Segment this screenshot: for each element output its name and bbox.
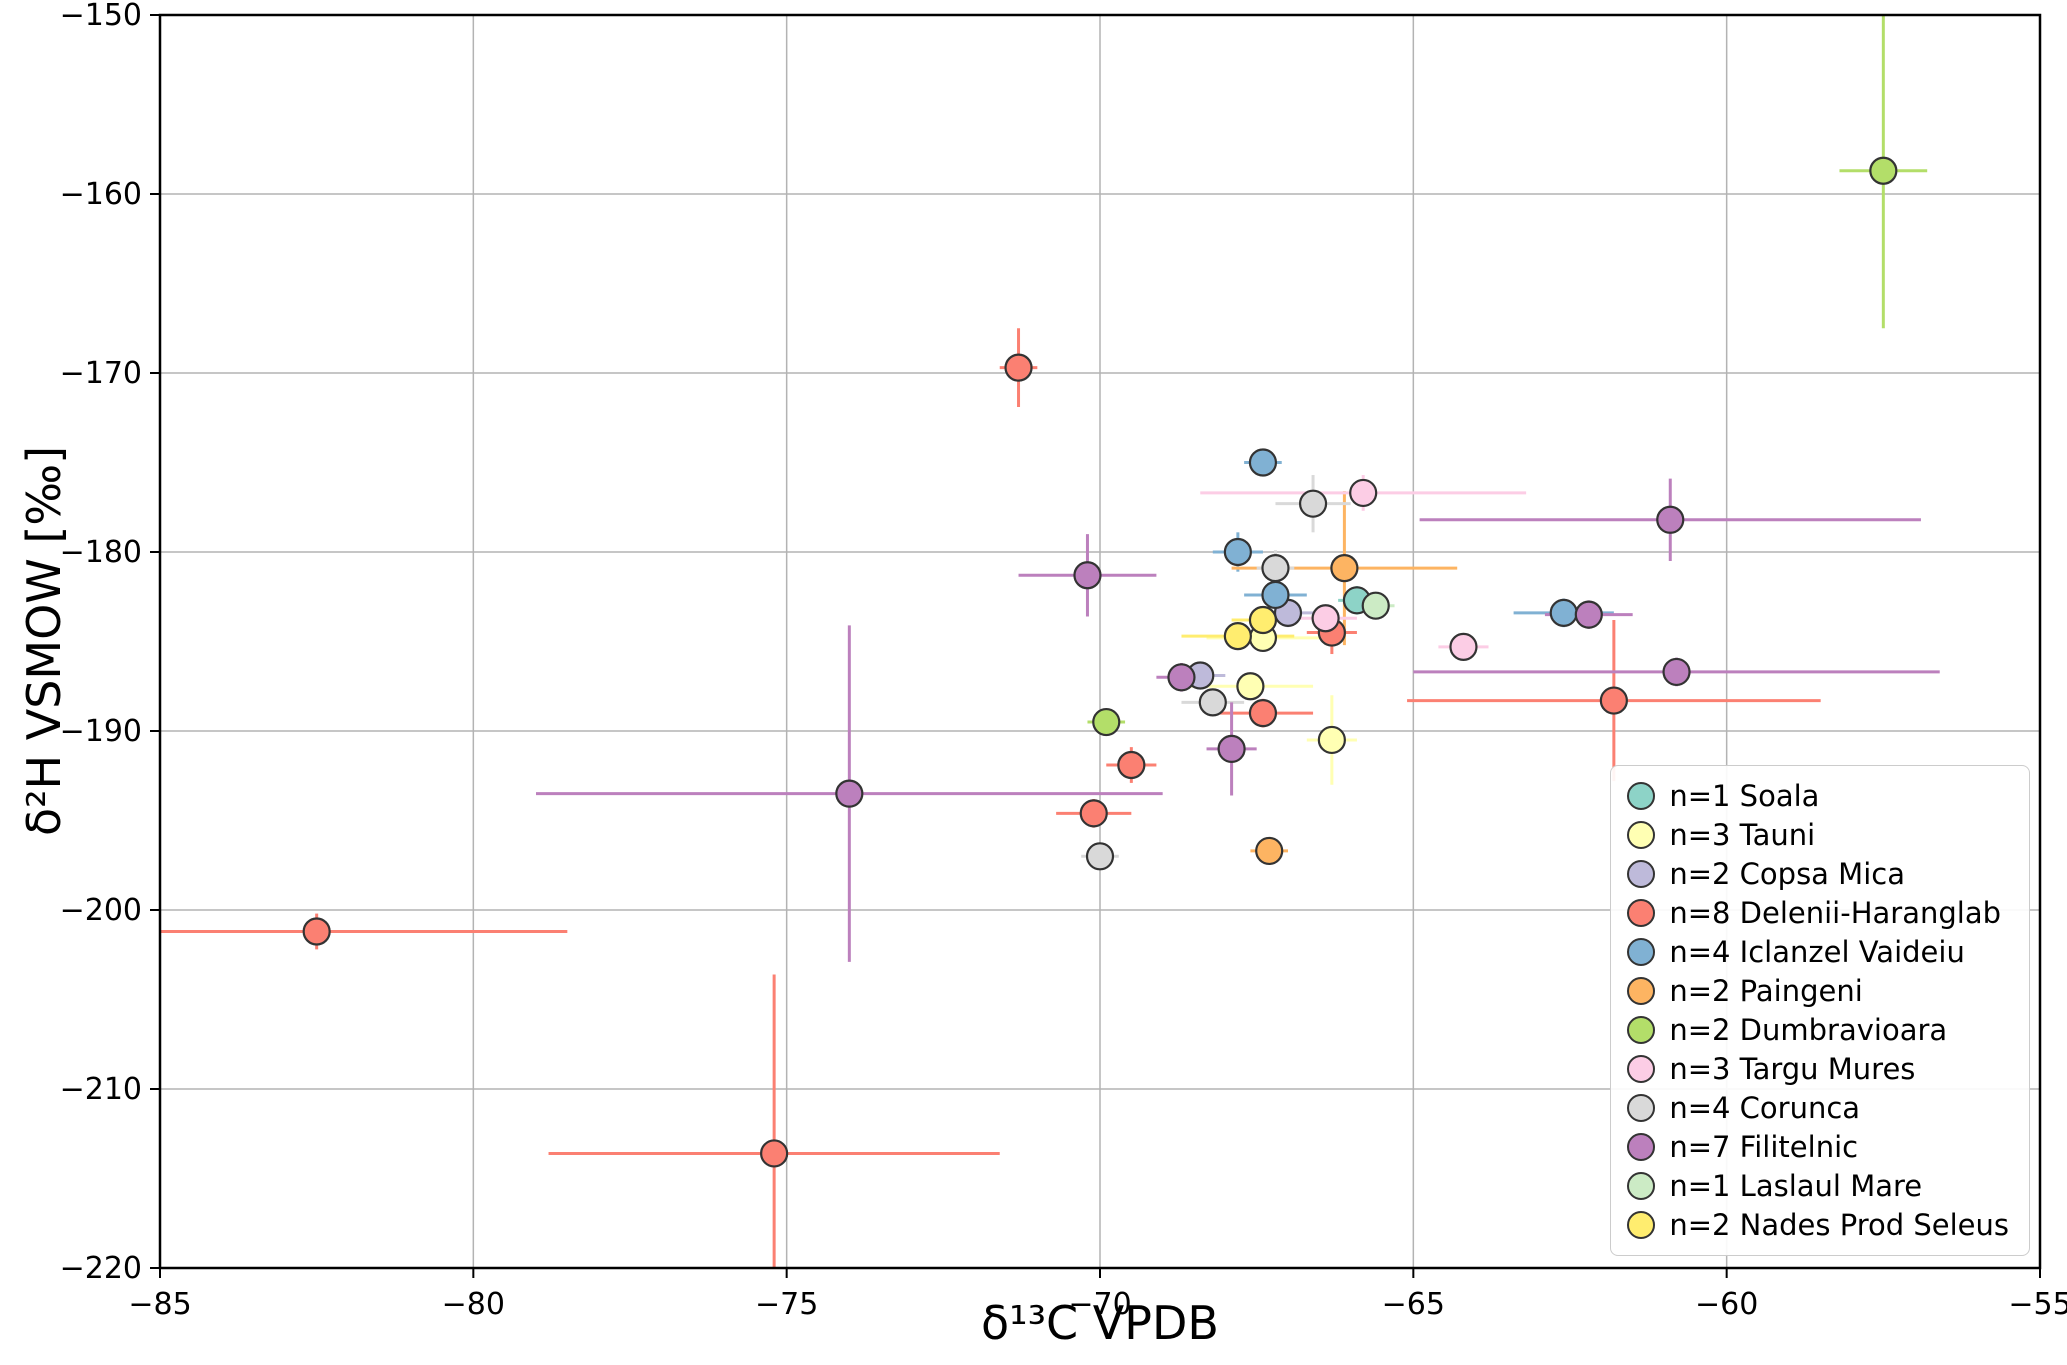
data-point xyxy=(1449,632,1478,661)
data-point xyxy=(1079,799,1108,828)
legend-marker-icon xyxy=(1627,1172,1656,1200)
data-point xyxy=(1085,842,1115,871)
y-tick-label: −150 xyxy=(60,0,142,33)
legend-entry-label: n=8 Delenii-Haranglab xyxy=(1669,896,2002,930)
data-point xyxy=(1223,537,1252,567)
legend-entry: n=4 Corunca xyxy=(1627,1092,2009,1124)
y-tick-label: −180 xyxy=(60,535,142,570)
data-point xyxy=(1248,605,1278,635)
legend-marker-icon xyxy=(1627,860,1656,888)
data-point xyxy=(1349,478,1378,508)
data-point xyxy=(760,1139,789,1168)
data-point xyxy=(1223,622,1252,651)
x-tick-label: −80 xyxy=(442,1287,505,1322)
y-tick-label: −160 xyxy=(60,177,142,212)
legend-entry: n=3 Targu Mures xyxy=(1627,1053,2009,1085)
data-point xyxy=(1298,489,1328,518)
data-point xyxy=(1574,600,1603,629)
data-point xyxy=(302,917,331,946)
legend-marker-icon xyxy=(1627,782,1656,810)
legend: n=1 Soala n=3 Tauni n=2 Copsa Mica n=8 Dele… xyxy=(1610,765,2030,1256)
legend-entry-label: n=2 Nades Prod Seleus xyxy=(1669,1208,2009,1242)
data-point xyxy=(1248,448,1278,477)
legend-entry: n=2 Paingeni xyxy=(1627,975,2009,1007)
legend-marker-icon xyxy=(1627,977,1656,1005)
data-point xyxy=(1311,604,1340,633)
data-point xyxy=(1117,750,1146,780)
legend-marker-icon xyxy=(1627,1133,1656,1161)
legend-entry: n=2 Copsa Mica xyxy=(1627,858,2009,890)
data-point xyxy=(1261,554,1290,583)
legend-marker-icon xyxy=(1627,1016,1656,1044)
data-point xyxy=(1073,561,1102,590)
legend-marker-icon xyxy=(1627,938,1656,966)
legend-entry-label: n=7 Filitelnic xyxy=(1669,1130,1859,1164)
data-point xyxy=(1330,554,1359,583)
data-point xyxy=(1361,591,1390,620)
legend-entry-label: n=3 Tauni xyxy=(1669,818,1816,852)
data-point xyxy=(1248,698,1278,728)
x-tick-label: −60 xyxy=(1695,1287,1758,1322)
legend-marker-icon xyxy=(1627,1094,1656,1122)
legend-marker-icon xyxy=(1627,899,1656,927)
legend-marker-icon xyxy=(1627,1055,1656,1083)
x-tick-label: −85 xyxy=(128,1287,191,1322)
legend-entry: n=4 Iclanzel Vaideiu xyxy=(1627,936,2009,968)
data-point xyxy=(1869,156,1898,185)
legend-entry-label: n=2 Copsa Mica xyxy=(1669,857,1905,891)
legend-entry: n=8 Delenii-Haranglab xyxy=(1627,897,2009,929)
data-point xyxy=(1662,657,1691,687)
x-tick-label: −70 xyxy=(1068,1287,1131,1322)
x-axis-label: δ¹³C VPDB xyxy=(981,1296,1219,1350)
legend-marker-icon xyxy=(1627,821,1656,849)
legend-entry-label: n=2 Paingeni xyxy=(1669,974,1863,1008)
y-tick-label: −190 xyxy=(60,714,142,749)
data-point xyxy=(1236,672,1265,701)
data-point xyxy=(1198,688,1227,717)
legend-entry: n=3 Tauni xyxy=(1627,819,2009,851)
data-point xyxy=(1167,663,1196,692)
x-tick-label: −75 xyxy=(755,1287,818,1322)
data-point xyxy=(1261,580,1290,610)
legend-entry-label: n=1 Laslaul Mare xyxy=(1669,1169,1923,1203)
y-axis-label: δ²H VSMOW [‰] xyxy=(17,445,71,837)
data-point xyxy=(835,779,864,808)
data-point xyxy=(1599,686,1628,715)
x-tick-label: −55 xyxy=(2008,1287,2067,1322)
legend-entry: n=1 Soala xyxy=(1627,780,2009,812)
y-tick-label: −210 xyxy=(60,1072,142,1107)
legend-marker-icon xyxy=(1627,1211,1656,1239)
data-point xyxy=(1656,505,1685,534)
data-layer xyxy=(160,15,1940,1268)
y-tick-label: −170 xyxy=(60,356,142,391)
data-point xyxy=(1004,353,1033,382)
legend-entry-label: n=3 Targu Mures xyxy=(1669,1052,1916,1086)
legend-entry-label: n=4 Iclanzel Vaideiu xyxy=(1669,935,1965,969)
legend-entry-label: n=1 Soala xyxy=(1669,779,1820,813)
legend-entry: n=2 Dumbravioara xyxy=(1627,1014,2009,1046)
legend-entry: n=1 Laslaul Mare xyxy=(1627,1170,2009,1202)
x-tick-label: −65 xyxy=(1382,1287,1445,1322)
legend-entry: n=7 Filitelnic xyxy=(1627,1131,2009,1163)
legend-entry-label: n=4 Corunca xyxy=(1669,1091,1861,1125)
data-point xyxy=(1092,707,1121,737)
legend-entry: n=2 Nades Prod Seleus xyxy=(1627,1209,2009,1241)
data-point xyxy=(1217,734,1246,764)
data-point xyxy=(1317,725,1346,755)
y-tick-label: −220 xyxy=(60,1251,142,1286)
data-point xyxy=(1549,598,1578,627)
y-tick-label: −200 xyxy=(60,893,142,928)
data-point xyxy=(1255,836,1284,866)
legend-entry-label: n=2 Dumbravioara xyxy=(1669,1013,1948,1047)
